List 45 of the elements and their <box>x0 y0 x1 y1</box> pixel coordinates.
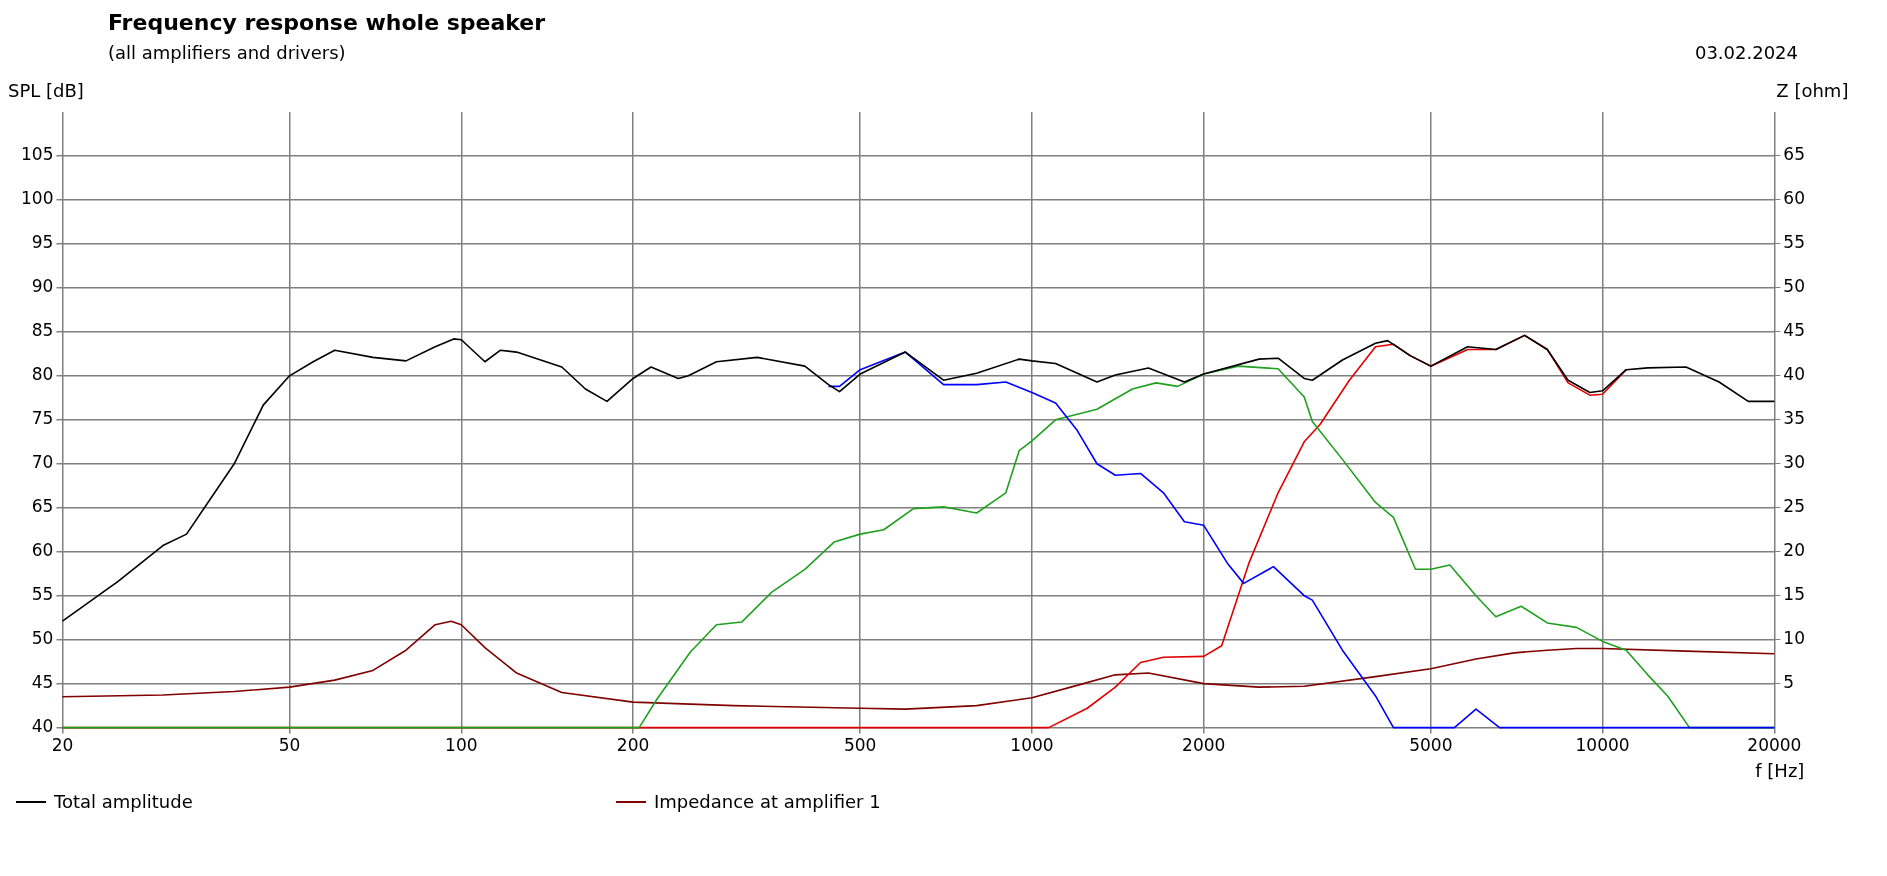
y2-tick-label: 50 <box>1783 276 1806 297</box>
chart-subtitle: (all amplifiers and drivers) <box>108 42 346 63</box>
x-tick-label: 20 <box>51 735 74 756</box>
y-tick-label: 70 <box>31 452 54 473</box>
y-tick-label: 75 <box>31 408 54 429</box>
legend-label: Impedance at amplifier 1 <box>654 790 881 814</box>
y-tick-label: 65 <box>31 496 54 517</box>
y-tick-label: 85 <box>31 320 54 341</box>
y-tick-label: 40 <box>31 716 54 737</box>
y-tick-label: 105 <box>20 144 54 165</box>
y2-tick-label: 10 <box>1783 628 1806 649</box>
y2-tick-label: 60 <box>1783 188 1806 209</box>
y-tick-label: 90 <box>31 276 54 297</box>
x-tick-label: 100 <box>445 735 478 756</box>
y2-tick-label: 15 <box>1783 584 1806 605</box>
x-axis-title: f [Hz] <box>1755 759 1805 781</box>
x-tick-label: 2000 <box>1182 735 1226 756</box>
y2-tick-label: 5 <box>1783 672 1795 693</box>
y-axis-title: SPL [dB] <box>8 80 84 101</box>
y2-tick-label: 55 <box>1783 232 1806 253</box>
y-tick-label: 80 <box>31 364 54 385</box>
x-tick-label: 200 <box>616 735 650 756</box>
x-tick-label: 20000 <box>1747 735 1802 756</box>
y-tick-label: 60 <box>31 540 54 561</box>
y2-tick-label: 35 <box>1783 408 1806 429</box>
legend-label: Total amplitude <box>54 790 193 814</box>
y-tick-label: 45 <box>31 672 54 693</box>
y-tick-label: 95 <box>31 232 54 253</box>
y2-tick-label: 40 <box>1783 364 1806 385</box>
x-tick-label: 50 <box>278 735 301 756</box>
y2-tick-label: 45 <box>1783 320 1806 341</box>
y2-axis-title: Z [ohm] <box>1776 80 1849 101</box>
y-tick-label: 100 <box>20 188 54 209</box>
x-tick-label: 10000 <box>1575 735 1630 756</box>
y2-tick-label: 20 <box>1783 540 1806 561</box>
x-tick-label: 500 <box>843 735 877 756</box>
y-tick-label: 50 <box>31 628 54 649</box>
y2-tick-label: 30 <box>1783 452 1806 473</box>
x-tick-label: 1000 <box>1010 735 1054 756</box>
y2-tick-label: 25 <box>1783 496 1806 517</box>
x-tick-label: 5000 <box>1409 735 1453 756</box>
chart-title: Frequency response whole speaker <box>108 10 546 35</box>
y-tick-label: 55 <box>31 584 54 605</box>
text: 03.02.2024 <box>1694 42 1798 63</box>
y2-tick-label: 65 <box>1783 144 1806 165</box>
